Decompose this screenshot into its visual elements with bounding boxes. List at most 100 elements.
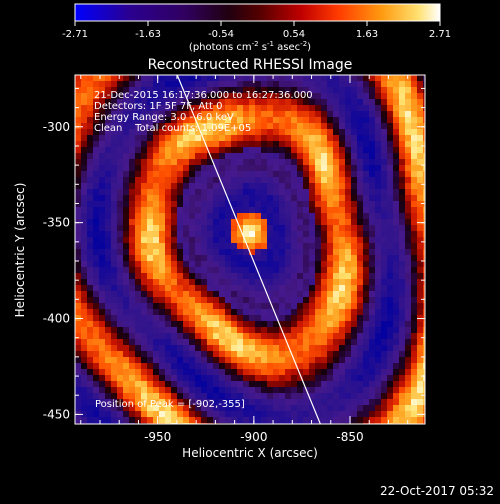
image-pixel bbox=[243, 81, 249, 87]
image-pixel bbox=[207, 303, 213, 309]
image-pixel bbox=[261, 375, 267, 381]
image-pixel bbox=[399, 381, 405, 387]
image-pixel bbox=[375, 87, 381, 93]
image-pixel bbox=[333, 75, 339, 81]
image-pixel bbox=[267, 243, 273, 249]
image-pixel bbox=[321, 117, 327, 123]
image-pixel bbox=[111, 327, 117, 333]
image-pixel bbox=[363, 123, 369, 129]
image-pixel bbox=[339, 177, 345, 183]
image-pixel bbox=[111, 357, 117, 363]
image-pixel bbox=[327, 327, 333, 333]
image-pixel bbox=[201, 219, 207, 225]
image-pixel bbox=[177, 267, 183, 273]
image-pixel bbox=[189, 201, 195, 207]
image-pixel bbox=[87, 327, 93, 333]
image-pixel bbox=[417, 303, 423, 309]
image-pixel bbox=[393, 141, 399, 147]
image-pixel bbox=[225, 135, 231, 141]
image-pixel bbox=[375, 237, 381, 243]
image-pixel bbox=[381, 231, 387, 237]
image-pixel bbox=[327, 249, 333, 255]
image-pixel bbox=[243, 237, 249, 243]
image-pixel bbox=[423, 291, 425, 297]
image-pixel bbox=[111, 207, 117, 213]
image-pixel bbox=[189, 297, 195, 303]
image-pixel bbox=[303, 105, 309, 111]
image-pixel bbox=[261, 75, 267, 81]
image-pixel bbox=[297, 387, 303, 393]
image-pixel bbox=[159, 219, 165, 225]
image-pixel bbox=[255, 183, 261, 189]
image-pixel bbox=[111, 369, 117, 375]
image-pixel bbox=[249, 285, 255, 291]
image-pixel bbox=[123, 195, 129, 201]
image-pixel bbox=[105, 381, 111, 387]
image-pixel bbox=[339, 285, 345, 291]
image-pixel bbox=[363, 105, 369, 111]
image-pixel bbox=[111, 237, 117, 243]
image-pixel bbox=[141, 375, 147, 381]
image-pixel bbox=[363, 405, 369, 411]
image-pixel bbox=[393, 195, 399, 201]
image-pixel bbox=[117, 87, 123, 93]
image-pixel bbox=[93, 201, 99, 207]
image-pixel bbox=[375, 369, 381, 375]
image-pixel bbox=[285, 111, 291, 117]
image-pixel bbox=[219, 165, 225, 171]
image-pixel bbox=[357, 351, 363, 357]
image-pixel bbox=[339, 279, 345, 285]
image-pixel bbox=[261, 171, 267, 177]
image-pixel bbox=[213, 363, 219, 369]
image-pixel bbox=[183, 159, 189, 165]
image-pixel bbox=[201, 153, 207, 159]
image-pixel bbox=[243, 201, 249, 207]
image-pixel bbox=[201, 117, 207, 123]
image-pixel bbox=[237, 81, 243, 87]
image-pixel bbox=[141, 99, 147, 105]
image-pixel bbox=[189, 219, 195, 225]
image-pixel bbox=[147, 351, 153, 357]
image-pixel bbox=[357, 153, 363, 159]
image-pixel bbox=[219, 339, 225, 345]
image-pixel bbox=[387, 267, 393, 273]
image-pixel bbox=[321, 273, 327, 279]
image-pixel bbox=[147, 99, 153, 105]
image-pixel bbox=[135, 291, 141, 297]
image-pixel bbox=[189, 153, 195, 159]
image-pixel bbox=[333, 147, 339, 153]
image-pixel bbox=[267, 87, 273, 93]
image-pixel bbox=[303, 333, 309, 339]
image-pixel bbox=[81, 387, 87, 393]
image-pixel bbox=[183, 99, 189, 105]
image-pixel bbox=[189, 207, 195, 213]
image-pixel bbox=[285, 195, 291, 201]
image-pixel bbox=[357, 75, 363, 81]
image-pixel bbox=[273, 393, 279, 399]
image-pixel bbox=[351, 303, 357, 309]
image-pixel bbox=[135, 189, 141, 195]
image-pixel bbox=[93, 357, 99, 363]
image-pixel bbox=[303, 243, 309, 249]
image-pixel bbox=[183, 177, 189, 183]
image-pixel bbox=[111, 375, 117, 381]
image-pixel bbox=[387, 105, 393, 111]
image-pixel bbox=[141, 303, 147, 309]
image-pixel bbox=[243, 339, 249, 345]
image-pixel bbox=[219, 243, 225, 249]
image-pixel bbox=[219, 81, 225, 87]
image-pixel bbox=[393, 129, 399, 135]
image-pixel bbox=[177, 111, 183, 117]
image-pixel bbox=[207, 249, 213, 255]
image-pixel bbox=[393, 201, 399, 207]
image-pixel bbox=[417, 93, 423, 99]
image-pixel bbox=[261, 177, 267, 183]
image-pixel bbox=[333, 87, 339, 93]
image-pixel bbox=[369, 303, 375, 309]
image-pixel bbox=[147, 345, 153, 351]
image-pixel bbox=[237, 237, 243, 243]
image-pixel bbox=[303, 339, 309, 345]
image-pixel bbox=[333, 333, 339, 339]
image-pixel bbox=[177, 201, 183, 207]
image-pixel bbox=[213, 285, 219, 291]
